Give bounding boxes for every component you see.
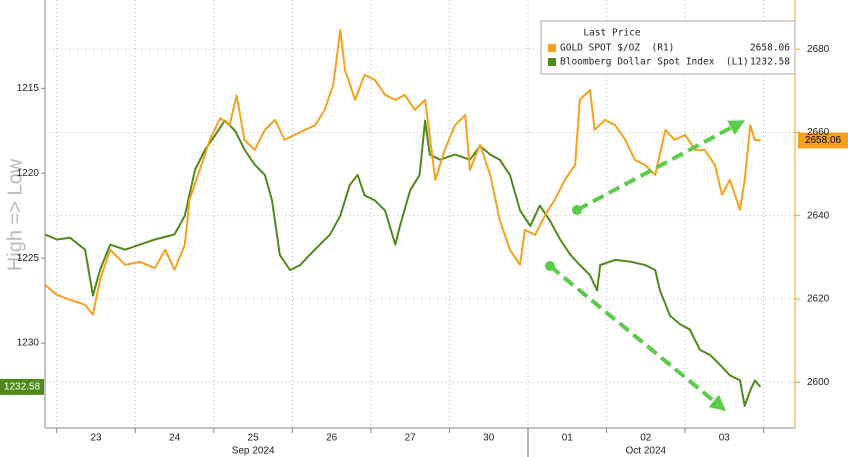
x-tick-label: 30 <box>483 433 495 444</box>
last-value-tags: 2658.06 1232.58 <box>0 132 848 395</box>
x-tick-label: 23 <box>90 433 102 444</box>
y-tick-label: 1215 <box>17 83 40 94</box>
y-tick-label: 1220 <box>17 168 40 179</box>
legend-swatch <box>548 44 556 52</box>
grid <box>41 0 800 433</box>
last-value-label: 1232.58 <box>4 382 41 393</box>
arrow-down <box>548 264 727 412</box>
y2-tick-label: 2620 <box>807 294 830 305</box>
y2-tick-label: 2600 <box>807 377 830 388</box>
legend: Last Price GOLD SPOT $/OZ (R1) 2658.06Blo… <box>540 20 796 75</box>
y-axis-title: High => Low <box>4 158 26 271</box>
x-tick-label: 25 <box>248 433 260 444</box>
arrow-start <box>572 205 582 215</box>
y-tick-label: 1230 <box>17 338 40 349</box>
x-tick-label: 03 <box>719 433 731 444</box>
legend-value: 1232.58 <box>750 57 790 68</box>
legend-value: 2658.06 <box>750 43 790 54</box>
y2-tick-label: 2660 <box>807 127 830 138</box>
y-tick-label: 1225 <box>17 253 40 264</box>
legend-label: Bloomberg Dollar Spot Index (L1) <box>560 57 749 68</box>
x-tick-label: 24 <box>169 433 181 444</box>
arrow-start <box>545 261 555 271</box>
x-tick-label: 02 <box>640 433 652 444</box>
arrow-up <box>576 120 746 212</box>
last-value-label: 2658.06 <box>805 135 842 146</box>
annotation-arrows <box>545 120 746 412</box>
x-tick-label: 26 <box>326 433 338 444</box>
legend-swatch <box>548 58 556 66</box>
month-label: Sep 2024 <box>232 446 275 457</box>
y2-tick-label: 2640 <box>807 210 830 221</box>
legend-title: Last Price <box>583 28 640 39</box>
month-label: Oct 2024 <box>625 446 666 457</box>
legend-label: GOLD SPOT $/OZ (R1) <box>560 43 674 54</box>
series-line <box>44 119 762 407</box>
series-line <box>44 29 761 316</box>
y2-tick-label: 2680 <box>807 44 830 55</box>
lines <box>44 29 762 407</box>
x-tick-label: 27 <box>405 433 417 444</box>
last-value-tag <box>0 378 44 395</box>
x-tick-label: 01 <box>562 433 574 444</box>
last-value-tag <box>798 132 848 149</box>
legend-box <box>540 20 796 75</box>
